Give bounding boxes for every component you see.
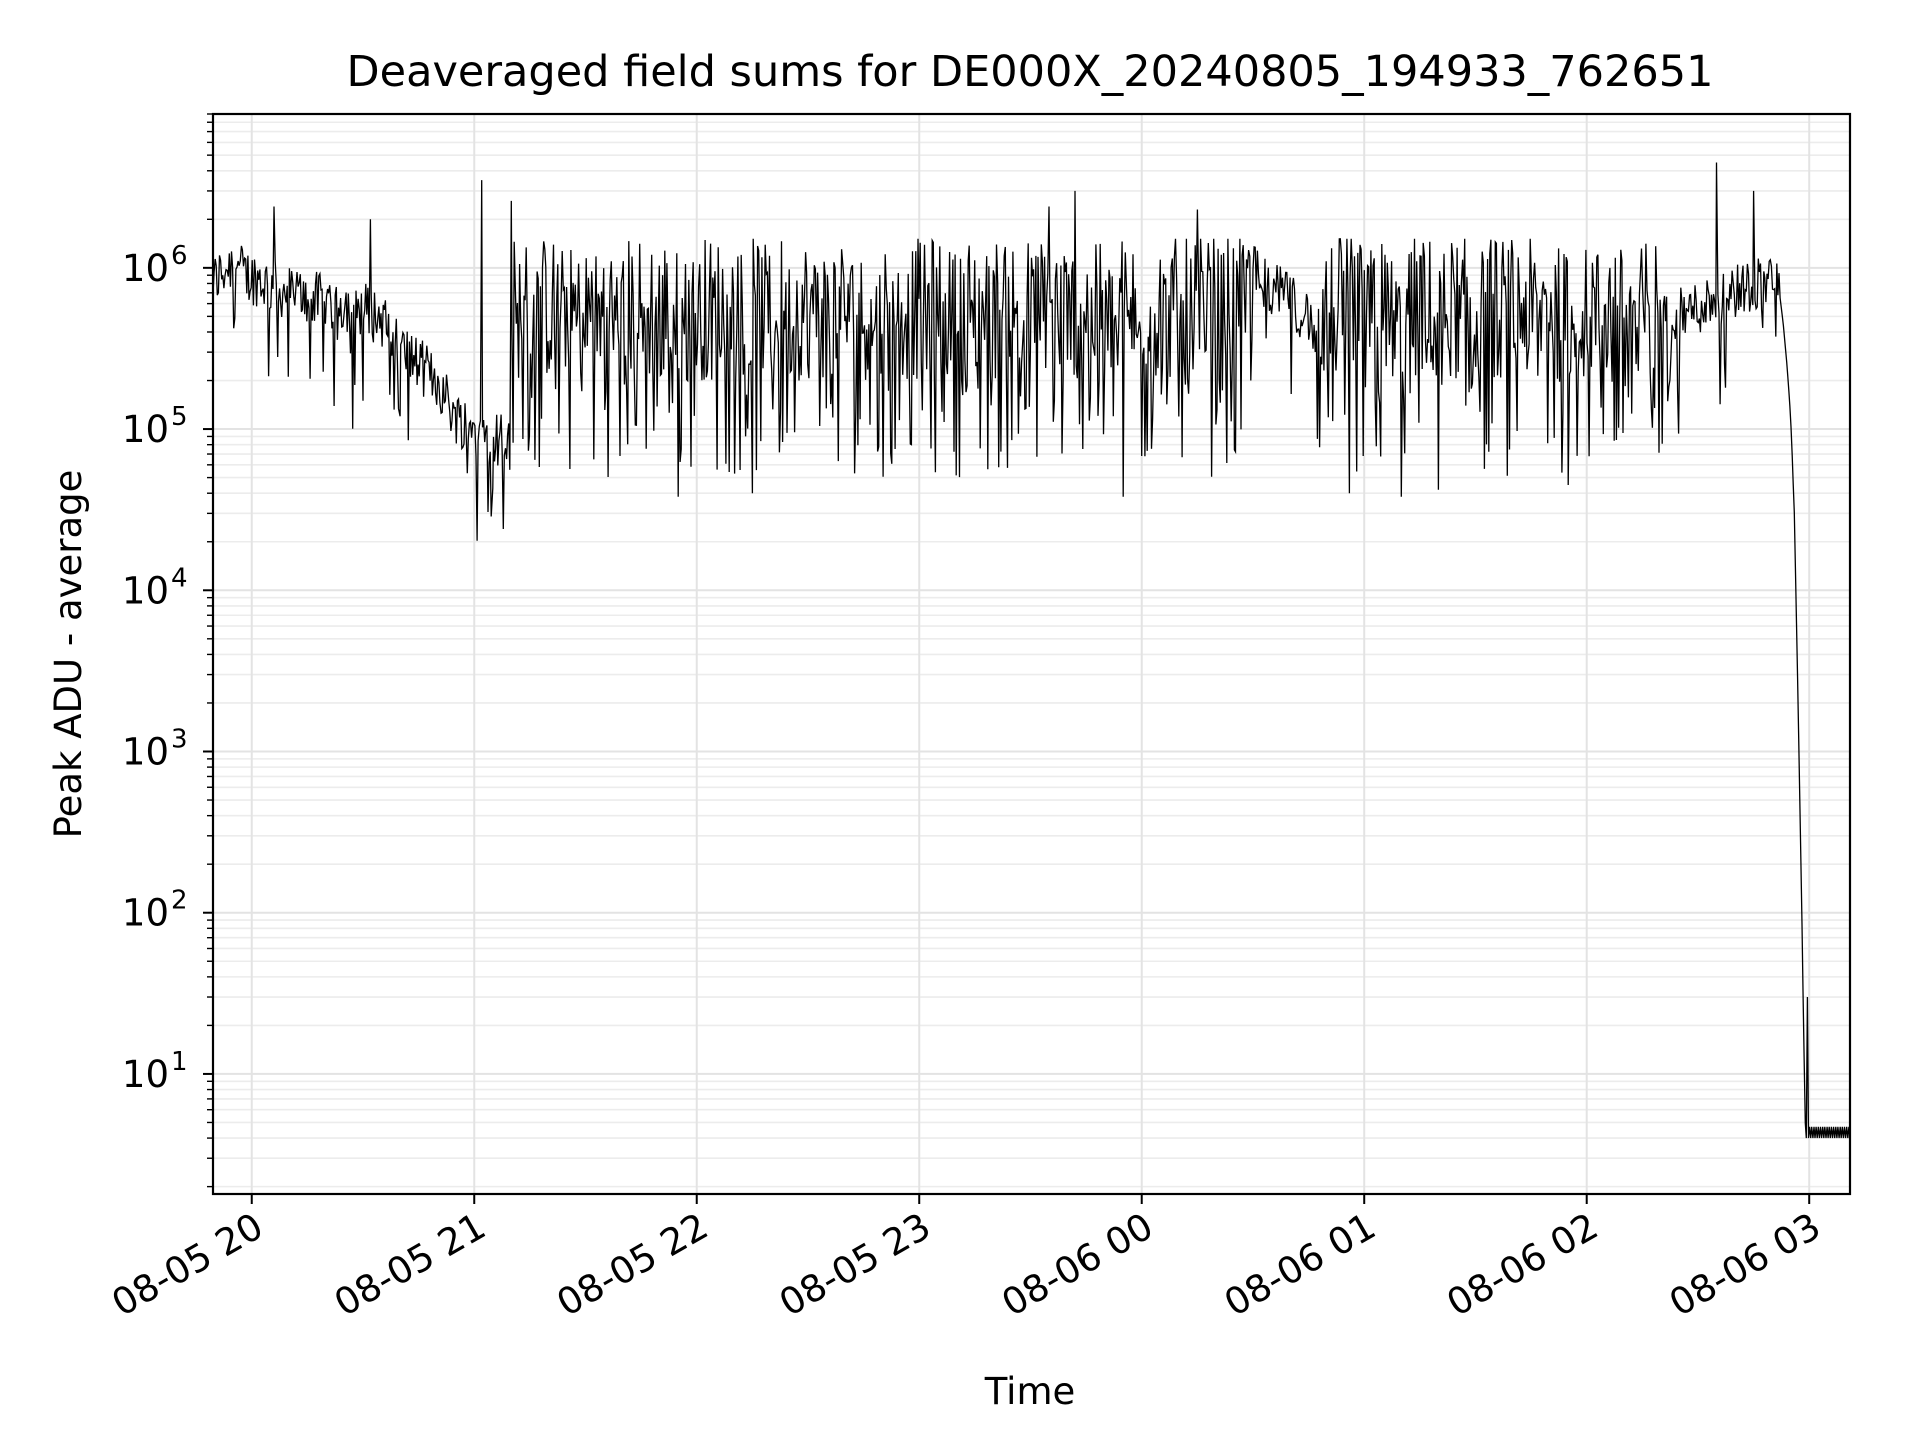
y-tick-label: 10 (122, 408, 169, 451)
y-tick-label: 10 (122, 1053, 169, 1096)
y-tick-label: 10 (122, 247, 169, 290)
x-axis-label: Time (984, 1370, 1076, 1413)
y-tick-label: 10 (122, 892, 169, 935)
plot-area (212, 162, 1851, 1139)
y-tick-exponent: 6 (171, 241, 188, 271)
y-tick-exponent: 3 (171, 724, 188, 754)
y-axis-label: Peak ADU - average (47, 470, 90, 839)
y-tick-exponent: 5 (171, 402, 188, 432)
grid-layer (213, 113, 1850, 1194)
y-tick-exponent: 1 (171, 1047, 188, 1077)
y-tick-exponent: 2 (171, 886, 188, 916)
chart-title: Deaveraged field sums for DE000X_2024080… (347, 47, 1714, 97)
y-tick-label: 10 (122, 569, 169, 612)
y-tick-exponent: 4 (171, 563, 188, 593)
series-line (212, 162, 1851, 1139)
y-tick-label: 10 (122, 730, 169, 773)
